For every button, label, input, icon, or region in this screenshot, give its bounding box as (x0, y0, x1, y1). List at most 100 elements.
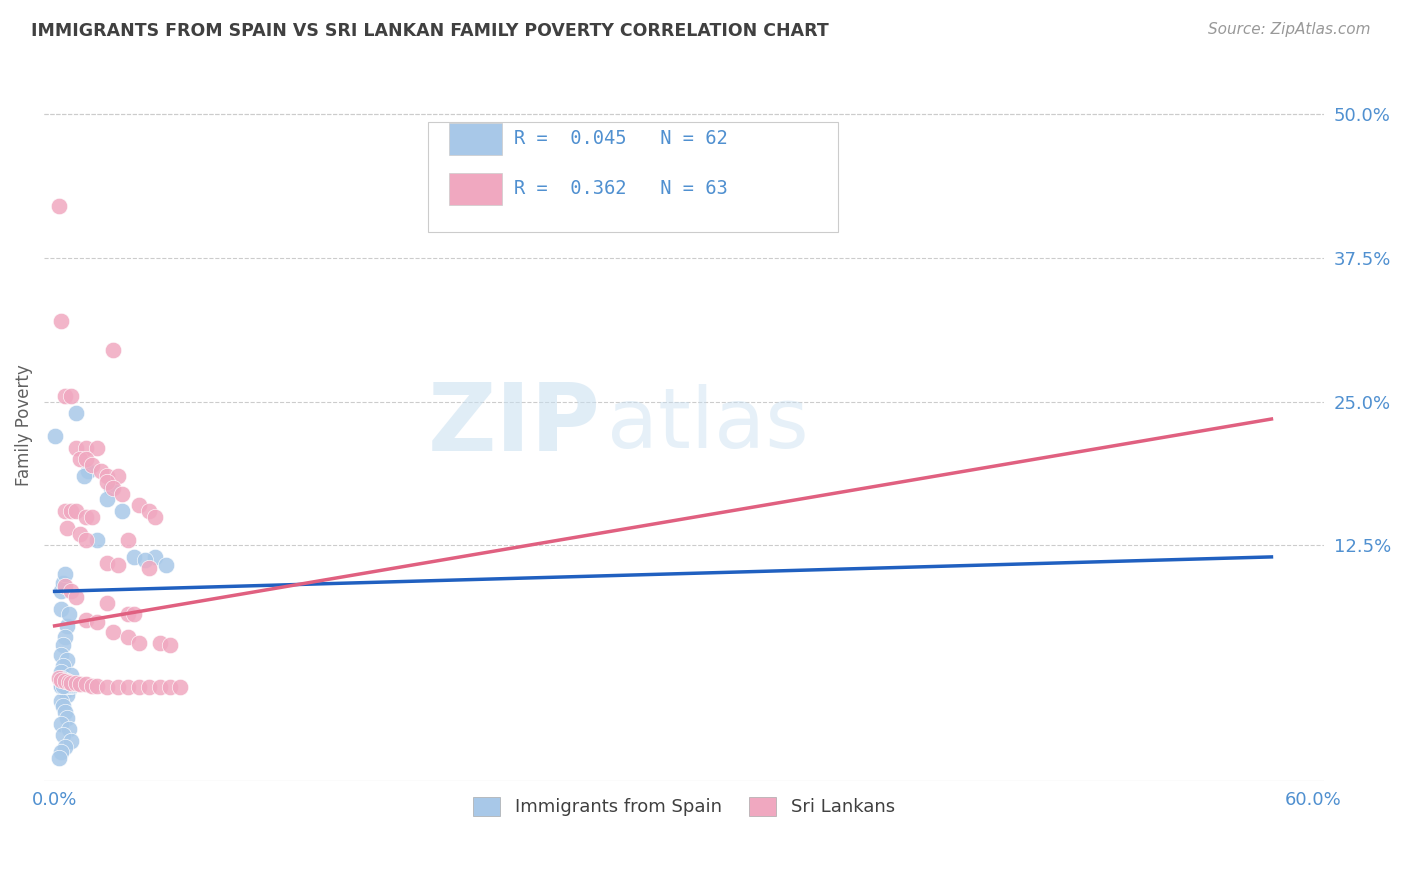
Point (52, 676, 75, 690)
FancyBboxPatch shape (449, 123, 502, 155)
Point (117, 607, 139, 622)
Point (56, 679, 79, 693)
Point (48, 199, 70, 213)
Point (96, 556, 118, 570)
Point (49, 671, 72, 685)
Point (107, 469, 129, 483)
Point (117, 533, 139, 547)
Point (65, 504, 87, 518)
Point (52, 676, 75, 690)
Point (49, 679, 72, 693)
Point (49, 673, 72, 687)
Point (60, 668, 83, 682)
Point (148, 636, 170, 650)
Point (60, 584, 83, 599)
Point (53, 389, 76, 403)
FancyBboxPatch shape (449, 172, 502, 205)
Text: ZIP: ZIP (427, 379, 600, 471)
Point (56, 653, 79, 667)
Text: Source: ZipAtlas.com: Source: ZipAtlas.com (1208, 22, 1371, 37)
Point (49, 679, 72, 693)
Point (49, 693, 72, 707)
Point (69, 452, 91, 467)
Point (107, 680, 129, 694)
Point (58, 679, 80, 693)
Point (100, 481, 122, 495)
Point (48, 671, 70, 685)
Point (53, 673, 76, 688)
Point (53, 684, 76, 698)
Point (65, 406, 87, 420)
Point (56, 679, 79, 693)
Point (124, 607, 146, 622)
Text: R =  0.362   N = 63: R = 0.362 N = 63 (513, 178, 727, 198)
Point (96, 492, 118, 507)
Point (117, 631, 139, 645)
Point (53, 679, 76, 693)
Point (138, 680, 160, 694)
Text: atlas: atlas (607, 384, 808, 466)
Point (159, 639, 181, 653)
Point (49, 745, 72, 759)
Point (86, 441, 108, 455)
Point (75, 441, 97, 455)
Point (159, 680, 181, 694)
Point (69, 677, 91, 691)
Point (53, 679, 76, 693)
Point (53, 739, 76, 754)
Point (52, 576, 75, 591)
Point (75, 677, 97, 691)
Point (56, 679, 79, 693)
Point (52, 679, 75, 693)
Point (44, 429, 66, 443)
Point (53, 675, 76, 690)
Point (58, 681, 80, 696)
Point (65, 676, 87, 690)
Text: R =  0.045   N = 62: R = 0.045 N = 62 (513, 128, 727, 148)
Legend: Immigrants from Spain, Sri Lankans: Immigrants from Spain, Sri Lankans (464, 788, 904, 825)
FancyBboxPatch shape (427, 122, 838, 233)
Point (73, 469, 96, 483)
Point (134, 553, 156, 567)
Point (128, 636, 150, 650)
Point (82, 458, 104, 472)
Point (53, 567, 76, 582)
Point (77, 464, 100, 478)
Point (103, 624, 125, 639)
Point (138, 504, 160, 518)
Point (111, 486, 134, 500)
Point (49, 665, 72, 679)
Point (111, 504, 134, 518)
Point (58, 607, 80, 622)
Point (124, 549, 146, 564)
Point (52, 673, 75, 687)
Text: IMMIGRANTS FROM SPAIN VS SRI LANKAN FAMILY POVERTY CORRELATION CHART: IMMIGRANTS FROM SPAIN VS SRI LANKAN FAMI… (31, 22, 828, 40)
Point (53, 705, 76, 719)
Point (60, 504, 83, 518)
Point (52, 699, 75, 714)
Point (86, 615, 108, 630)
Point (96, 596, 118, 610)
Point (48, 751, 70, 765)
Point (60, 676, 83, 690)
Point (53, 504, 76, 518)
Point (56, 679, 79, 693)
Point (128, 680, 150, 694)
Point (60, 733, 83, 747)
Point (56, 711, 79, 725)
Point (53, 631, 76, 645)
Point (103, 481, 125, 495)
Point (58, 675, 80, 690)
Point (103, 343, 125, 357)
Point (53, 579, 76, 593)
Point (86, 679, 108, 693)
Point (75, 509, 97, 524)
Point (52, 679, 75, 693)
Point (143, 509, 166, 524)
Point (90, 464, 112, 478)
Point (75, 533, 97, 547)
Point (53, 677, 76, 691)
Point (52, 639, 75, 653)
Point (56, 688, 79, 702)
Point (82, 679, 104, 693)
